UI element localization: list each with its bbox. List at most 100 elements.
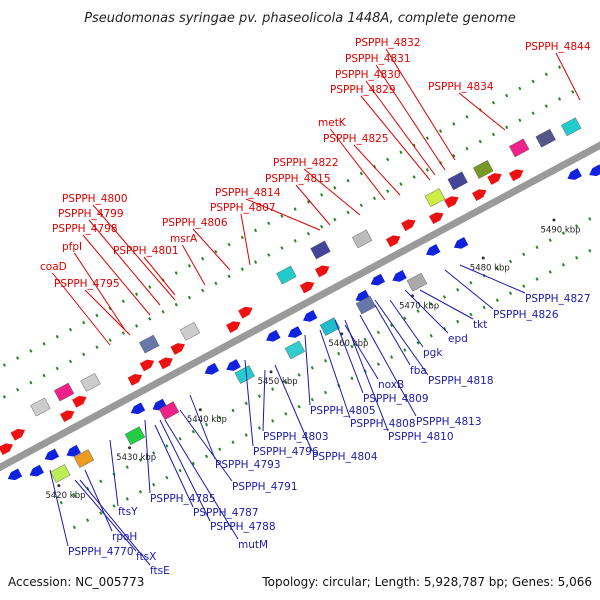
lower-leader-line [109,439,119,507]
guide-dots [72,243,600,530]
gene-feature-block [179,322,201,341]
gene-label-pspph_4807: PSPPH_4807 [210,202,276,214]
scale-tick-mark [198,408,202,412]
gene-feature-block [561,117,582,137]
lower-leader-line [164,419,239,540]
upper-leader-line [84,289,131,336]
gene-label-metk: metK [318,117,347,129]
reverse-gene-arrow [287,326,303,338]
scale-tick-label: 5480 kbp [470,263,510,273]
gene-label-ftse: ftsE [150,565,170,577]
gene-feature-block [80,373,101,392]
forward-gene-arrow [238,306,253,319]
gene-label-pspph_4805: PSPPH_4805 [310,405,376,417]
upper-leader-line [353,144,401,196]
gene-feature-block [234,365,255,384]
upper-leader-line [181,244,206,286]
genome-backbone [0,141,600,472]
gene-label-pspph_4804: PSPPH_4804 [312,451,378,463]
reverse-gene-arrow [266,329,281,342]
gene-label-rpoh: rpoH [112,531,137,543]
lower-leader-line [374,304,411,366]
scale-tick-mark [269,370,273,374]
forward-gene-arrow [72,395,87,408]
scale-tick-label: 5440 kbp [187,415,227,425]
forward-gene-arrow [170,343,185,355]
gene-feature-block [30,397,51,417]
reverse-gene-arrow [392,270,407,282]
scale-tick-label: 5420 kbp [45,491,85,501]
gene-label-pspph_4787: PSPPH_4787 [193,507,259,519]
forward-gene-arrow [472,189,487,201]
gene-label-pspph_4829: PSPPH_4829 [330,84,396,96]
reverse-gene-arrow [302,310,318,322]
upper-leader-line [458,92,506,131]
gene-label-pspph_4830: PSPPH_4830 [335,69,401,81]
gene-label-pspph_4826: PSPPH_4826 [493,309,559,321]
scale-tick-mark [128,446,132,450]
reverse-gene-arrow [567,168,582,180]
lower-leader-line [144,419,151,494]
scale-tick-label: 5490 kbp [541,225,581,235]
gene-label-pspph_4822: PSPPH_4822 [273,157,339,169]
gene-feature-block [50,464,71,483]
scale-tick-label: 5460 kbp [328,339,368,349]
scale-ticks: 5420 kbp 5430 kbp 5440 kbp 5450 kbp 5460 kbp… [45,218,581,501]
gene-label-pspph_4793: PSPPH_4793 [215,459,281,471]
lower-leader-line [319,329,351,419]
scale-tick-mark [481,256,485,260]
gene-label-epd: epd [448,333,468,345]
gene-feature-block [447,171,468,191]
gene-label-msra: msrA [170,233,198,245]
gene-label-pspph_4770: PSPPH_4770 [68,546,134,558]
forward-gene-arrow [487,173,502,185]
gene-label-pspph_4832: PSPPH_4832 [355,37,421,49]
gene-feature-block [284,340,306,360]
upper-leader-line [240,213,251,266]
gene-label-pspph_4801: PSPPH_4801 [113,245,179,257]
gene-label-pspph_4808: PSPPH_4808 [350,418,416,430]
gene-label-pspph_4814: PSPPH_4814 [215,187,281,199]
forward-gene-arrow [226,321,241,333]
lower-leader-line [444,269,494,310]
lower-leader-line [179,409,233,482]
lower-leader-line [374,299,429,376]
gene-feature-block [351,229,373,249]
reverse-gene-arrow [204,362,220,375]
reverse-gene-arrow [453,237,469,249]
lower-leader-line [274,364,313,452]
gene-feature-block [509,138,530,158]
label-leader-lines [49,48,581,566]
accession-text: Accession: NC_005773 [8,575,144,589]
gene-feature-block [158,401,180,420]
upper-leader-line [365,80,436,176]
lower-leader-line [459,264,526,294]
gene-feature-block [319,317,341,336]
gene-label-pspph_4799: PSPPH_4799 [58,208,124,220]
forward-gene-arrow [508,169,524,182]
upper-leader-line [295,184,331,226]
upper-leader-line [192,228,231,271]
lower-gene-labels: PSPPH_4827PSPPH_4826tktepdpgkfbaPSPPH_48… [68,293,591,577]
forward-gene-arrow [299,281,315,294]
gene-feature-block [310,240,331,260]
gene-label-pgk: pgk [423,347,443,359]
gene-label-ftsx: ftsX [136,551,156,563]
lower-leader-line [419,289,474,320]
map-title: Pseudomonas syringae pv. phaseolicola 14… [84,11,516,26]
forward-gene-arrow [401,219,416,232]
feature-tracks [0,61,600,530]
gene-feature-block [276,265,297,285]
gene-feature-block [355,295,377,315]
gene-label-pspph_4813: PSPPH_4813 [416,416,482,428]
gene-label-pspph_4818: PSPPH_4818 [428,375,494,387]
lower-leader-line [49,469,69,547]
forward-gene-arrow [158,357,173,370]
gene-label-noxb: noxB [378,379,404,391]
upper-leader-line [385,48,456,161]
lower-leader-line [344,319,389,432]
gene-feature-block [535,128,556,148]
gene-label-pspph_4844: PSPPH_4844 [525,41,591,53]
gene-label-mutm: mutM [238,539,268,551]
